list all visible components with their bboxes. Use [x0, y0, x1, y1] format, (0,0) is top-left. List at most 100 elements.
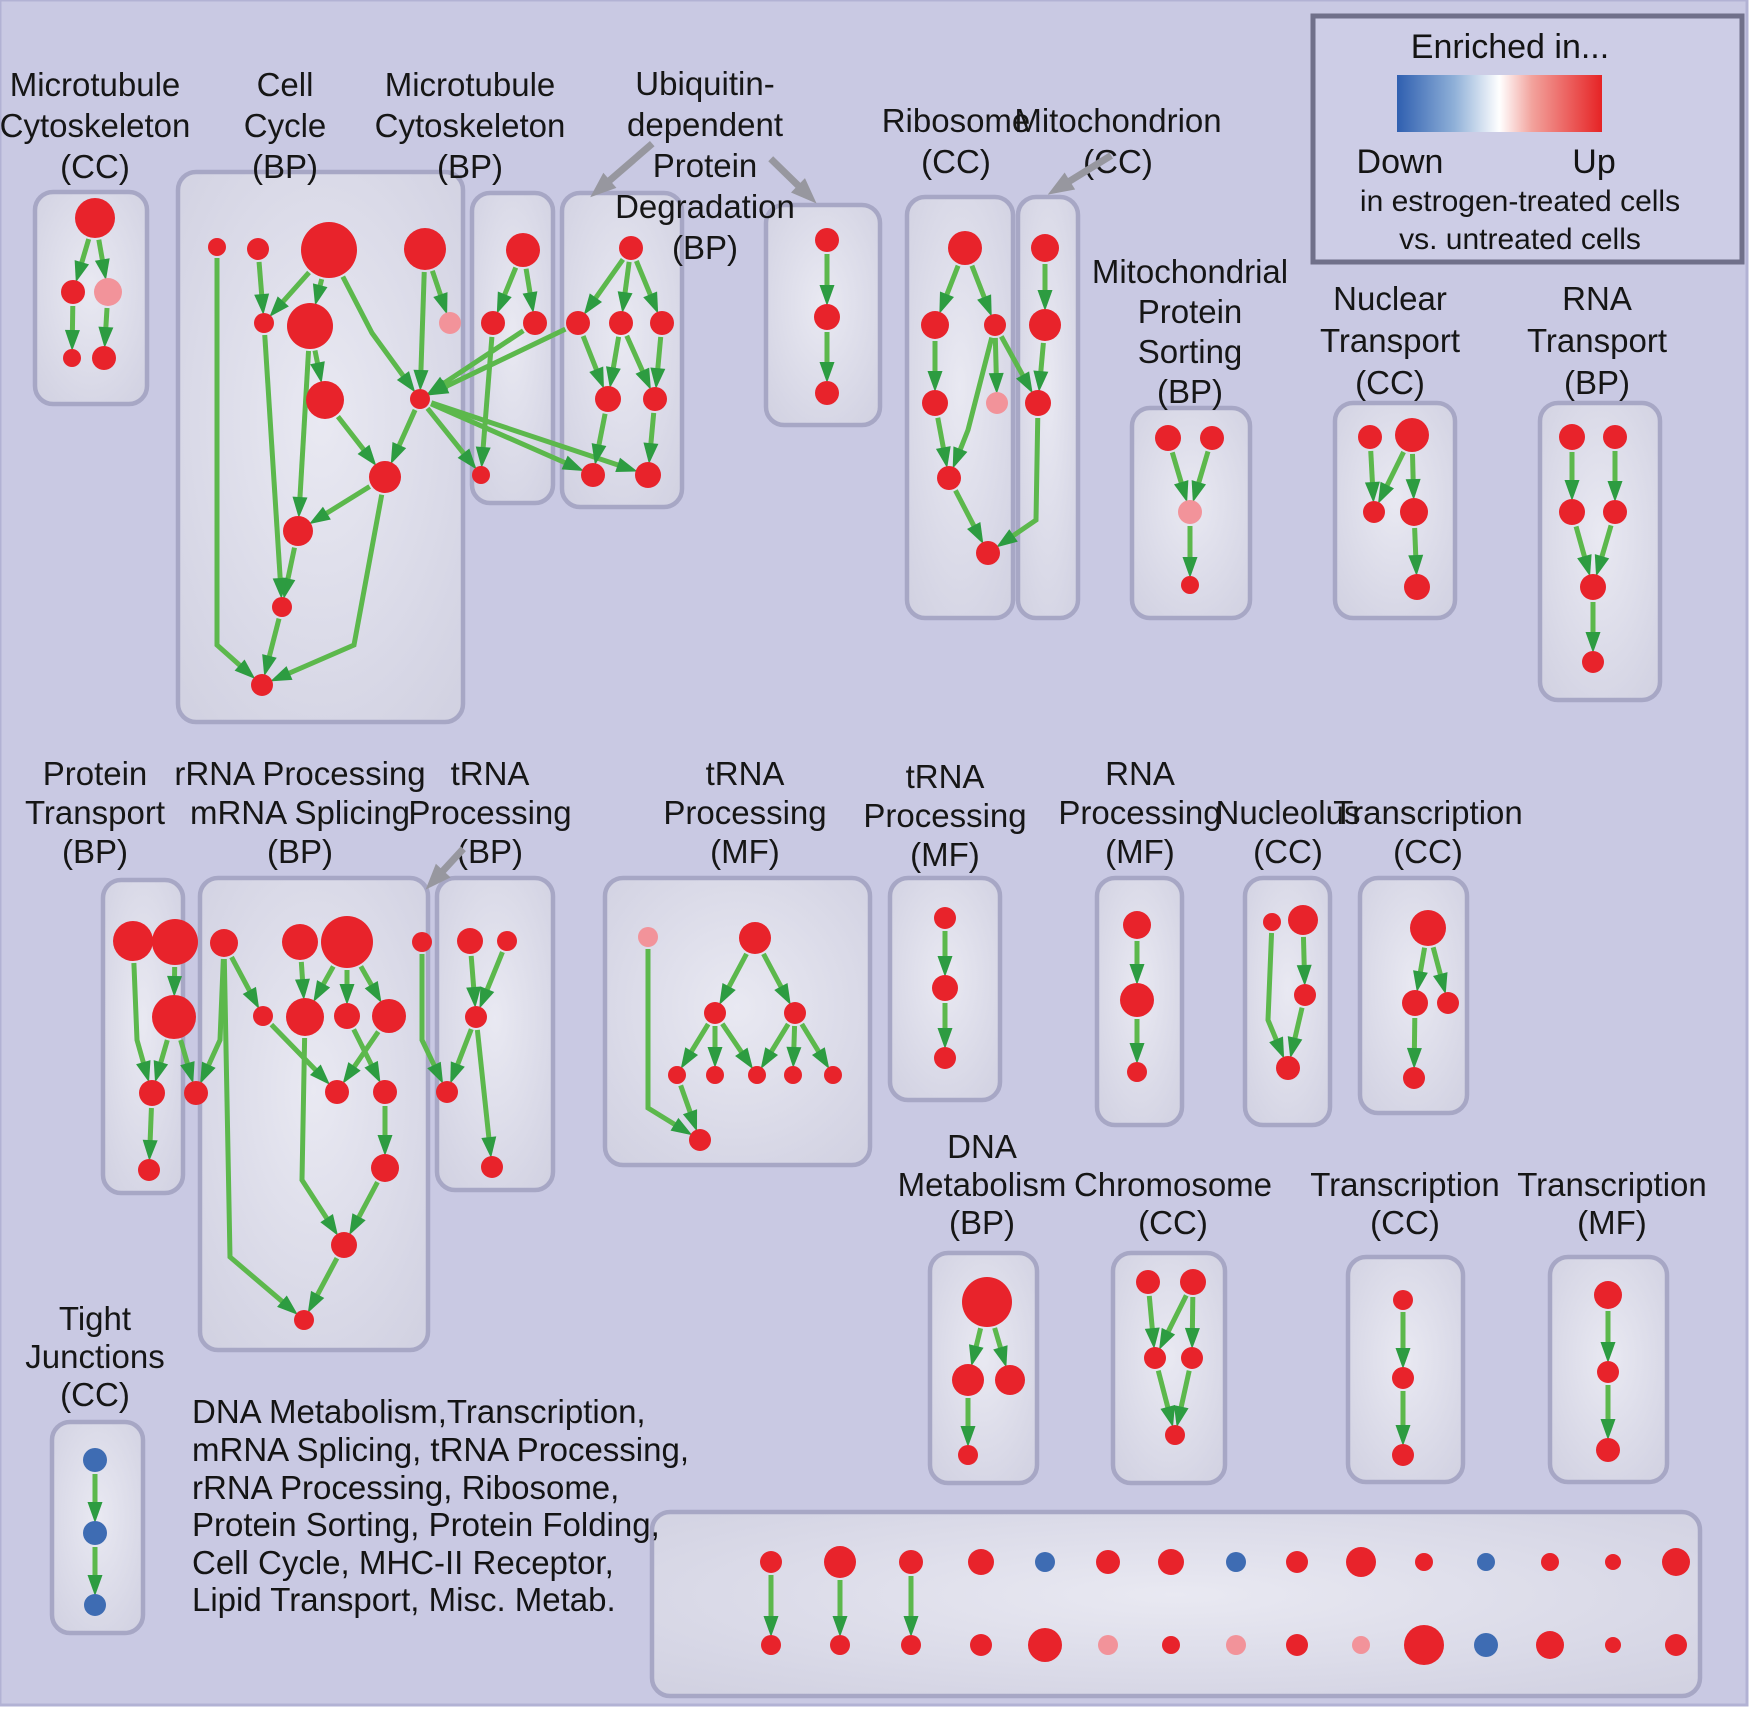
- node-a4: [63, 349, 81, 367]
- node-q4: [412, 932, 432, 952]
- node-q10: [373, 1080, 397, 1104]
- edge-u6-u8: [643, 412, 659, 465]
- node-e1: [1410, 910, 1446, 946]
- node-q11: [371, 1154, 399, 1182]
- edge-c5-c12: [262, 334, 288, 600]
- edge-c8-c10: [335, 415, 377, 466]
- label-microtubule-cytoskeleton-bp: Microtubule Cytoskeleton (BP): [375, 66, 566, 185]
- edge-e1-e3: [1430, 946, 1448, 995]
- node-q6: [286, 998, 324, 1036]
- edge-u1-u3: [617, 261, 633, 314]
- legend-subtitle-2: vs. untreated cells: [1399, 223, 1641, 256]
- node-u6: [643, 387, 667, 411]
- edge-w4-w7: [760, 1022, 791, 1070]
- node-h5: [1165, 1425, 1185, 1445]
- edge-c9-c10: [390, 408, 418, 465]
- node-q9: [325, 1080, 349, 1104]
- node-p5: [184, 1081, 208, 1105]
- node-ob3: [901, 1635, 921, 1655]
- node-t4: [1603, 500, 1627, 524]
- node-ot9: [1286, 1551, 1308, 1573]
- label-ribosome-cc: Ribosome (CC): [882, 102, 1031, 180]
- node-ob9: [1286, 1634, 1308, 1656]
- node-m3: [1025, 390, 1051, 416]
- label-ubiquitin-degradation-bp-1: Ubiquitin-dependent Protein Degradation (BP…: [615, 65, 795, 266]
- node-t1: [1559, 424, 1585, 450]
- node-z2: [1288, 905, 1318, 935]
- edge-w5-w10: [678, 1084, 698, 1132]
- node-r1: [948, 231, 982, 265]
- group-box-chromosome-cc: [1110, 1250, 1228, 1486]
- edge-c11-c12: [280, 547, 297, 600]
- node-e2: [1402, 990, 1428, 1016]
- node-d1: [962, 1277, 1012, 1327]
- node-q3: [321, 916, 373, 968]
- node-v1: [815, 228, 839, 252]
- edge-p3-p4: [153, 1039, 170, 1083]
- legend-gradient-bar: [1397, 75, 1602, 132]
- node-m1: [1031, 234, 1059, 262]
- misc-line: Protein Sorting, Protein Folding,: [192, 1506, 660, 1543]
- node-d4: [958, 1445, 978, 1465]
- edge-u3-u5: [606, 336, 622, 389]
- node-u2: [566, 311, 590, 335]
- edge-h1-h3: [1144, 1295, 1160, 1350]
- edge-u3-u6: [624, 334, 651, 390]
- label-chromosome-cc: Chromosome (CC): [1074, 1166, 1272, 1241]
- edge-z2-z3: [1296, 936, 1312, 987]
- misc-terms-text: DNA Metabolism,Transcription, mRNA Splic…: [192, 1393, 698, 1618]
- label-cell-cycle-bp: Cell Cycle (BP): [244, 66, 327, 185]
- group-box-trna-processing-bp: [434, 875, 556, 1193]
- node-c2: [247, 238, 269, 260]
- group-box-nucleolus-cc: [1242, 875, 1333, 1128]
- group-box-cell-cycle-bp: [175, 169, 466, 725]
- group-box-miscellaneous-terms: [649, 1509, 1703, 1699]
- label-rna-transport-bp: RNA Transport (BP): [1527, 280, 1667, 401]
- node-a5: [92, 346, 116, 370]
- node-c9: [410, 389, 430, 409]
- node-h2: [1180, 1269, 1206, 1295]
- edge-w1-w10: [645, 949, 693, 1136]
- node-d3: [995, 1365, 1025, 1395]
- edge-u4-u6: [650, 336, 666, 390]
- node-a2: [61, 280, 85, 304]
- edge-mb2-mb4: [475, 336, 495, 469]
- node-ot8: [1226, 1552, 1246, 1572]
- node-q13: [294, 1310, 314, 1330]
- group-box-nuclear-transport-cc: [1332, 400, 1458, 621]
- node-e4: [1403, 1067, 1425, 1089]
- node-k5: [481, 1156, 503, 1178]
- edge-q6-q12: [299, 1037, 339, 1236]
- annotation-arrow-ubiquitin-to-right-box: [768, 156, 817, 204]
- edge-n2-n4: [1405, 453, 1421, 501]
- edge-c3-c5: [269, 270, 311, 318]
- edge-r4-r6: [935, 417, 951, 469]
- edge-u2-u5: [580, 335, 604, 389]
- node-p1: [113, 921, 153, 961]
- node-mb4: [472, 466, 490, 484]
- label-protein-transport-bp: Protein Transport (BP): [25, 755, 165, 870]
- node-r4: [922, 390, 948, 416]
- node-c1: [208, 238, 226, 256]
- node-ob14: [1605, 1637, 1621, 1653]
- node-z1: [1263, 913, 1281, 931]
- edge-k2-k4: [479, 951, 505, 1009]
- edge-mb1-mb2: [496, 266, 519, 314]
- edge-c3-c6: [312, 278, 328, 306]
- node-ob2: [830, 1635, 850, 1655]
- edge-e1-e2: [1413, 947, 1428, 993]
- misc-line: rRNA Processing, Ribosome,: [192, 1469, 619, 1506]
- node-r5: [986, 392, 1008, 414]
- node-t3: [1559, 499, 1585, 525]
- node-ot6: [1096, 1550, 1120, 1574]
- group-box-trna-processing-mf-1: [602, 875, 873, 1168]
- edge-n4-n5: [1408, 527, 1424, 577]
- node-s1: [1155, 425, 1181, 451]
- node-s2: [1200, 426, 1224, 450]
- node-r7: [976, 541, 1000, 565]
- node-n4: [1400, 498, 1428, 526]
- node-n5: [1404, 574, 1430, 600]
- node-p3: [152, 995, 196, 1039]
- label-tight-junctions-cc: Tight Junctions (CC): [25, 1300, 164, 1413]
- edge-t3-t5: [1573, 525, 1592, 577]
